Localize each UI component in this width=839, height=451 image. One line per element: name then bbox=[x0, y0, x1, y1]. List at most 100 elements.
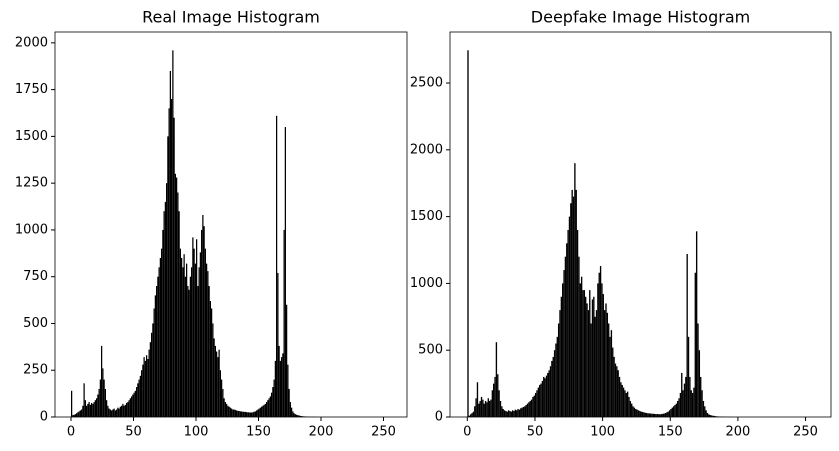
bar bbox=[537, 387, 540, 417]
bar bbox=[664, 412, 667, 417]
bar bbox=[93, 402, 95, 417]
bar bbox=[99, 379, 101, 417]
bar bbox=[262, 405, 264, 417]
bar bbox=[127, 402, 129, 417]
bar bbox=[521, 407, 523, 417]
bar bbox=[474, 406, 476, 417]
bar bbox=[223, 398, 225, 417]
bar bbox=[636, 409, 638, 417]
bar bbox=[681, 372, 683, 417]
bar bbox=[522, 406, 525, 417]
bar bbox=[107, 405, 109, 417]
bar bbox=[84, 400, 86, 417]
bar bbox=[257, 409, 259, 417]
bar bbox=[248, 412, 250, 417]
bar bbox=[106, 400, 108, 417]
bar bbox=[548, 370, 550, 417]
y-tick-label: 750 bbox=[23, 269, 48, 284]
bar bbox=[266, 402, 268, 417]
bar bbox=[124, 404, 126, 417]
bar bbox=[478, 403, 480, 417]
bar bbox=[73, 414, 75, 417]
bar bbox=[109, 409, 111, 417]
bar bbox=[178, 211, 180, 417]
bar bbox=[197, 286, 199, 417]
bar bbox=[92, 403, 94, 417]
bar bbox=[570, 203, 572, 417]
x-tick-label: 150 bbox=[658, 425, 683, 440]
bar bbox=[287, 364, 289, 417]
bar bbox=[89, 404, 91, 417]
bar bbox=[471, 412, 473, 417]
bar bbox=[167, 136, 169, 417]
bar bbox=[119, 406, 121, 417]
bar bbox=[77, 412, 79, 417]
bar bbox=[166, 183, 168, 417]
bar bbox=[129, 398, 131, 417]
bar bbox=[269, 396, 271, 417]
bar bbox=[648, 413, 650, 417]
chart-title: Real Image Histogram bbox=[142, 8, 320, 27]
bar bbox=[133, 392, 135, 417]
bar bbox=[227, 405, 229, 417]
bar bbox=[658, 414, 660, 417]
bar bbox=[258, 408, 260, 417]
bar bbox=[579, 283, 581, 417]
bar bbox=[278, 345, 280, 417]
bar bbox=[202, 214, 204, 417]
bar bbox=[647, 413, 649, 417]
bar bbox=[247, 412, 249, 417]
bar bbox=[254, 411, 256, 417]
bar bbox=[209, 301, 211, 417]
plot-area bbox=[71, 50, 316, 418]
bar bbox=[620, 382, 622, 417]
bar bbox=[299, 415, 301, 417]
bar bbox=[503, 410, 506, 417]
bar bbox=[253, 411, 255, 417]
bar bbox=[206, 263, 208, 417]
bar bbox=[637, 410, 640, 417]
bar bbox=[112, 409, 114, 417]
bar bbox=[212, 323, 214, 417]
bar bbox=[580, 276, 583, 417]
bar bbox=[283, 229, 285, 417]
bar bbox=[574, 163, 576, 417]
bar bbox=[488, 400, 491, 417]
bar bbox=[706, 412, 709, 417]
bar bbox=[635, 408, 637, 417]
y-tick-label: 2000 bbox=[15, 35, 48, 50]
bar bbox=[162, 229, 164, 417]
chart-title: Deepfake Image Histogram bbox=[531, 8, 750, 27]
bar bbox=[144, 360, 146, 417]
bar bbox=[678, 398, 680, 417]
bar bbox=[239, 411, 241, 417]
bar bbox=[643, 412, 645, 417]
bar bbox=[98, 388, 100, 417]
bar bbox=[532, 396, 534, 417]
bar bbox=[694, 272, 696, 417]
bar bbox=[201, 229, 203, 417]
x-tick-label: 0 bbox=[463, 425, 471, 440]
bar bbox=[483, 403, 485, 417]
bar bbox=[557, 323, 560, 417]
bar bbox=[272, 387, 274, 417]
bar bbox=[288, 388, 290, 417]
bar bbox=[668, 410, 671, 417]
bar bbox=[163, 211, 165, 417]
bar bbox=[671, 407, 673, 417]
bar bbox=[608, 323, 610, 417]
bar bbox=[216, 351, 218, 417]
bar bbox=[246, 412, 248, 417]
bar bbox=[528, 402, 530, 417]
bar bbox=[704, 406, 706, 417]
bar bbox=[530, 399, 533, 417]
bar bbox=[147, 359, 149, 417]
bar bbox=[529, 400, 531, 417]
bar bbox=[97, 394, 99, 417]
bar bbox=[203, 226, 205, 417]
bar bbox=[632, 406, 634, 417]
bar bbox=[693, 387, 695, 417]
bar bbox=[301, 416, 303, 417]
bar bbox=[609, 336, 611, 417]
bar bbox=[143, 357, 145, 417]
